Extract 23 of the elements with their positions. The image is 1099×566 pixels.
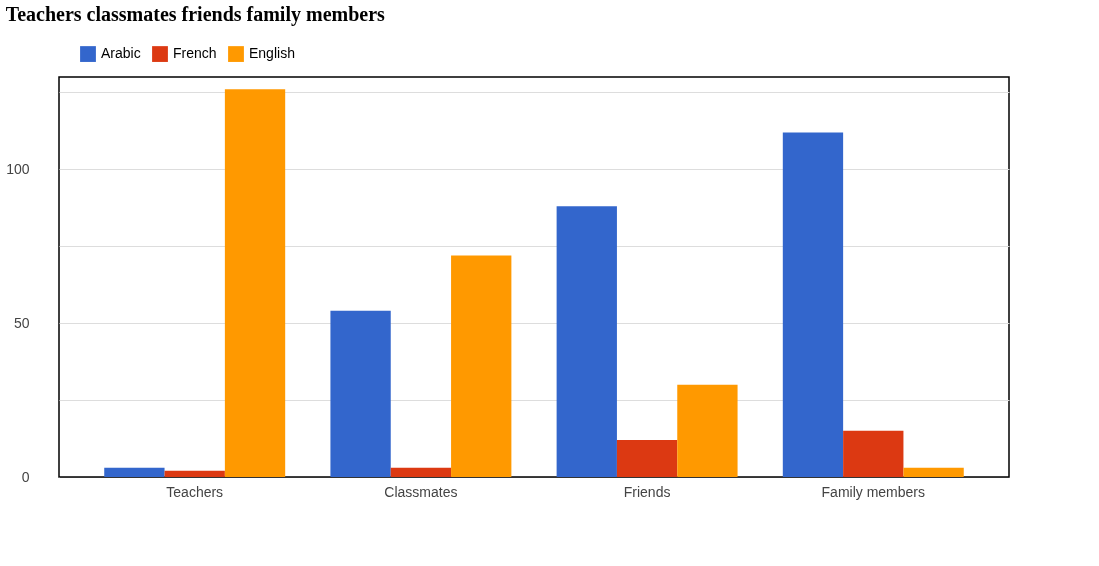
- legend-label: French: [173, 45, 217, 62]
- bar: [556, 206, 617, 477]
- bar: [677, 384, 738, 477]
- y-tick-label: 100: [6, 160, 30, 177]
- bar: [330, 310, 391, 477]
- legend-label: English: [249, 45, 295, 62]
- bar: [390, 467, 452, 477]
- legend-label: Arabic: [101, 45, 141, 62]
- chart-title: Teachers classmates friends family members: [5, 3, 386, 26]
- y-tick-label: 0: [21, 468, 30, 485]
- x-tick-label: Family members: [821, 483, 926, 500]
- bar: [903, 467, 964, 477]
- bar: [616, 440, 678, 477]
- bar: [104, 467, 165, 477]
- x-tick-label: Teachers: [166, 483, 224, 500]
- x-tick-label: Friends: [623, 483, 671, 500]
- bar: [224, 89, 286, 477]
- x-tick-label: Classmates: [384, 483, 458, 500]
- bar: [164, 470, 225, 477]
- bar: [843, 430, 904, 477]
- bar: [451, 255, 512, 477]
- y-tick-label: 50: [13, 314, 30, 331]
- bar: [782, 132, 844, 477]
